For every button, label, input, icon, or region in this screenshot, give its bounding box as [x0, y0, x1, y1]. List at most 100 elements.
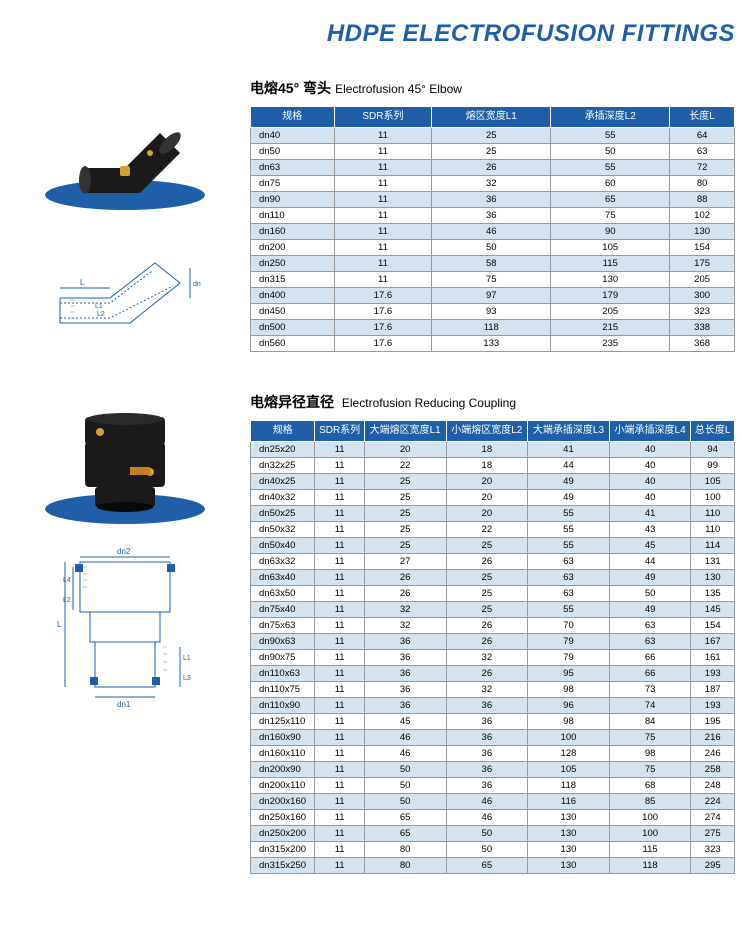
table-cell: 300 [670, 288, 735, 304]
table-cell: 22 [446, 522, 528, 538]
table-cell: 22 [364, 458, 446, 474]
table-cell: 88 [670, 192, 735, 208]
table-cell: 65 [551, 192, 670, 208]
table-row: dn63x321127266344131 [251, 554, 735, 570]
table-cell: 135 [691, 586, 735, 602]
table-cell: 205 [670, 272, 735, 288]
table-row: dn40x251125204940105 [251, 474, 735, 490]
table-cell: 46 [446, 794, 528, 810]
table-cell: 25 [364, 506, 446, 522]
table-cell: 11 [334, 176, 432, 192]
table-cell: 25 [364, 522, 446, 538]
table-header: 承插深度L2 [551, 107, 670, 128]
table-cell: 50 [364, 778, 446, 794]
table-cell: dn250 [251, 256, 335, 272]
table-cell: 25 [364, 490, 446, 506]
table-cell: dn75x40 [251, 602, 315, 618]
table-cell: 96 [528, 698, 610, 714]
table-header: 小端承插深度L4 [609, 421, 691, 442]
table-cell: dn32x25 [251, 458, 315, 474]
table-cell: 36 [364, 634, 446, 650]
table-cell: 50 [609, 586, 691, 602]
coupling-title-en: Electrofusion Reducing Coupling [342, 396, 516, 410]
table-cell: 17.6 [334, 288, 432, 304]
svg-text:L4: L4 [63, 577, 71, 584]
table-cell: 36 [446, 778, 528, 794]
table-cell: 11 [334, 272, 432, 288]
table-cell: 36 [364, 698, 446, 714]
table-header: 长度L [670, 107, 735, 128]
table-row: dn110113675102 [251, 208, 735, 224]
table-cell: 105 [691, 474, 735, 490]
table-row: dn200x11011503611868248 [251, 778, 735, 794]
table-cell: 80 [364, 858, 446, 874]
table-cell: 36 [364, 682, 446, 698]
table-cell: 20 [364, 442, 446, 458]
table-cell: 41 [528, 442, 610, 458]
table-cell: 118 [528, 778, 610, 794]
table-cell: 102 [670, 208, 735, 224]
table-cell: dn90x63 [251, 634, 315, 650]
table-cell: dn315x250 [251, 858, 315, 874]
table-header: 规格 [251, 107, 335, 128]
table-cell: 11 [315, 458, 364, 474]
table-cell: 17.6 [334, 304, 432, 320]
table-cell: 26 [446, 666, 528, 682]
table-cell: 11 [315, 618, 364, 634]
table-cell: 73 [609, 682, 691, 698]
table-cell: 224 [691, 794, 735, 810]
svg-text:dn: dn [193, 281, 201, 288]
table-cell: dn63 [251, 160, 335, 176]
table-cell: 235 [551, 336, 670, 352]
table-cell: 70 [528, 618, 610, 634]
table-cell: 216 [691, 730, 735, 746]
table-cell: 49 [528, 474, 610, 490]
table-cell: 45 [609, 538, 691, 554]
table-row: dn160x9011463610075216 [251, 730, 735, 746]
table-cell: dn110x63 [251, 666, 315, 682]
table-cell: 338 [670, 320, 735, 336]
table-row: dn25x20112018414094 [251, 442, 735, 458]
table-cell: 18 [446, 458, 528, 474]
table-cell: 193 [691, 698, 735, 714]
table-cell: 26 [446, 554, 528, 570]
table-row: dn5011255063 [251, 144, 735, 160]
svg-text:L: L [57, 620, 62, 629]
table-cell: 32 [446, 682, 528, 698]
table-cell: 66 [609, 650, 691, 666]
table-cell: 100 [528, 730, 610, 746]
table-cell: 55 [551, 128, 670, 144]
table-cell: 85 [609, 794, 691, 810]
table-row: dn110x751136329873187 [251, 682, 735, 698]
table-cell: 11 [315, 474, 364, 490]
table-cell: 32 [364, 618, 446, 634]
table-cell: 72 [670, 160, 735, 176]
table-row: dn63x401126256349130 [251, 570, 735, 586]
table-cell: 11 [315, 730, 364, 746]
table-cell: 25 [446, 570, 528, 586]
table-cell: dn50x32 [251, 522, 315, 538]
table-cell: dn110x90 [251, 698, 315, 714]
table-header: 小端熔区宽度L2 [446, 421, 528, 442]
table-cell: 63 [528, 570, 610, 586]
coupling-images: dn2 dn1 L L4 L2 L1 L3 [15, 392, 235, 874]
table-cell: 131 [691, 554, 735, 570]
table-cell: 98 [609, 746, 691, 762]
table-cell: 27 [364, 554, 446, 570]
table-row: dn3151175130205 [251, 272, 735, 288]
table-row: dn90x751136327966161 [251, 650, 735, 666]
table-cell: 11 [334, 160, 432, 176]
table-cell: 11 [315, 666, 364, 682]
table-cell: dn63x50 [251, 586, 315, 602]
table-cell: 130 [551, 272, 670, 288]
table-row: dn160x11011463612898246 [251, 746, 735, 762]
table-cell: 26 [446, 618, 528, 634]
table-cell: 11 [315, 490, 364, 506]
coupling-diagram: dn2 dn1 L L4 L2 L1 L3 [35, 542, 215, 722]
elbow-title-cn: 电熔45° 弯头 [250, 80, 331, 96]
table-cell: 36 [446, 746, 528, 762]
table-row: dn50017.6118215338 [251, 320, 735, 336]
svg-text:L2: L2 [97, 311, 105, 318]
table-header: 大端承插深度L3 [528, 421, 610, 442]
table-cell: 50 [446, 826, 528, 842]
